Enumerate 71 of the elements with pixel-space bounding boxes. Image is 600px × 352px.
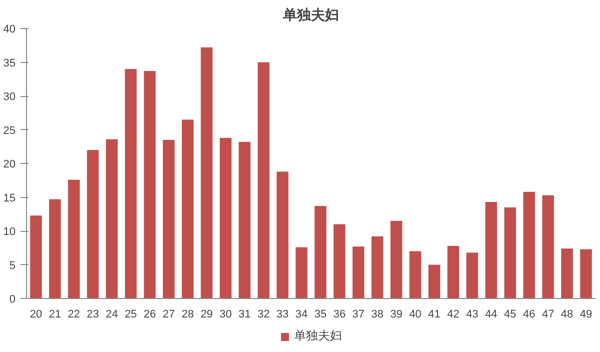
legend-label: 单独夫妇 bbox=[294, 328, 342, 344]
y-tick-label: 25 bbox=[3, 124, 16, 137]
x-tick-label: 37 bbox=[352, 308, 365, 320]
bar bbox=[466, 252, 478, 298]
x-tick-label: 36 bbox=[333, 308, 346, 320]
bar bbox=[49, 199, 61, 298]
bar bbox=[485, 202, 498, 298]
bar bbox=[276, 172, 288, 298]
x-tick-label: 48 bbox=[560, 308, 574, 320]
x-tick-label: 26 bbox=[144, 308, 156, 320]
y-tick-label: 15 bbox=[3, 192, 16, 204]
x-tick-label: 49 bbox=[580, 308, 592, 320]
x-tick-label: 40 bbox=[409, 308, 422, 320]
bar bbox=[296, 247, 308, 298]
y-tick-label: 35 bbox=[3, 57, 16, 70]
y-tick-label: 30 bbox=[3, 91, 16, 103]
bar bbox=[124, 69, 137, 298]
x-tick-label: 25 bbox=[124, 308, 137, 320]
bar bbox=[447, 246, 460, 298]
x-tick-label: 31 bbox=[238, 308, 251, 320]
bar bbox=[542, 195, 554, 298]
bar bbox=[523, 192, 535, 298]
x-tick-label: 32 bbox=[257, 308, 270, 320]
bar bbox=[314, 206, 326, 298]
bar bbox=[144, 71, 156, 298]
x-tick-label: 41 bbox=[428, 308, 440, 320]
x-tick-label: 45 bbox=[504, 308, 516, 320]
x-tick-label: 33 bbox=[276, 308, 289, 320]
chart-title: 单独夫妇 bbox=[282, 8, 339, 24]
y-tick-label: 5 bbox=[9, 260, 16, 272]
bar bbox=[87, 150, 99, 298]
bar bbox=[409, 251, 422, 298]
x-tick-label: 38 bbox=[371, 308, 384, 320]
x-tick-label: 44 bbox=[485, 308, 498, 320]
x-tick-label: 20 bbox=[30, 308, 42, 320]
bar bbox=[238, 142, 250, 298]
x-tick-label: 24 bbox=[106, 308, 118, 320]
bar bbox=[352, 246, 364, 298]
x-tick-label: 27 bbox=[162, 308, 175, 320]
x-tick-label: 28 bbox=[182, 308, 194, 320]
x-tick-label: 29 bbox=[200, 308, 213, 320]
x-tick-label: 42 bbox=[447, 308, 460, 320]
x-tick-label: 23 bbox=[86, 308, 100, 320]
x-tick-label: 47 bbox=[542, 308, 554, 320]
y-tick-label: 20 bbox=[3, 158, 16, 170]
x-tick-label: 21 bbox=[48, 308, 62, 320]
y-tick-label: 0 bbox=[9, 294, 16, 306]
bar bbox=[504, 207, 516, 298]
bar bbox=[200, 47, 213, 298]
y-tick-label: 10 bbox=[3, 226, 16, 238]
bar bbox=[428, 264, 440, 298]
x-tick-label: 30 bbox=[220, 308, 232, 320]
bar bbox=[182, 120, 194, 298]
x-tick-label: 35 bbox=[314, 308, 327, 320]
bar bbox=[580, 249, 592, 298]
y-tick-label: 40 bbox=[3, 24, 16, 36]
bar bbox=[30, 215, 42, 298]
x-tick-label: 46 bbox=[523, 308, 536, 320]
bar bbox=[390, 220, 402, 298]
x-tick-label: 43 bbox=[466, 308, 478, 320]
bar bbox=[162, 140, 175, 298]
x-tick-label: 34 bbox=[295, 308, 308, 320]
bar bbox=[561, 248, 573, 298]
bar bbox=[334, 224, 346, 298]
bar bbox=[258, 62, 270, 298]
bar bbox=[68, 180, 80, 298]
x-tick-label: 39 bbox=[390, 308, 402, 320]
bar bbox=[220, 138, 232, 298]
bar bbox=[106, 139, 118, 298]
x-tick-label: 22 bbox=[68, 308, 80, 320]
bar bbox=[372, 236, 384, 298]
